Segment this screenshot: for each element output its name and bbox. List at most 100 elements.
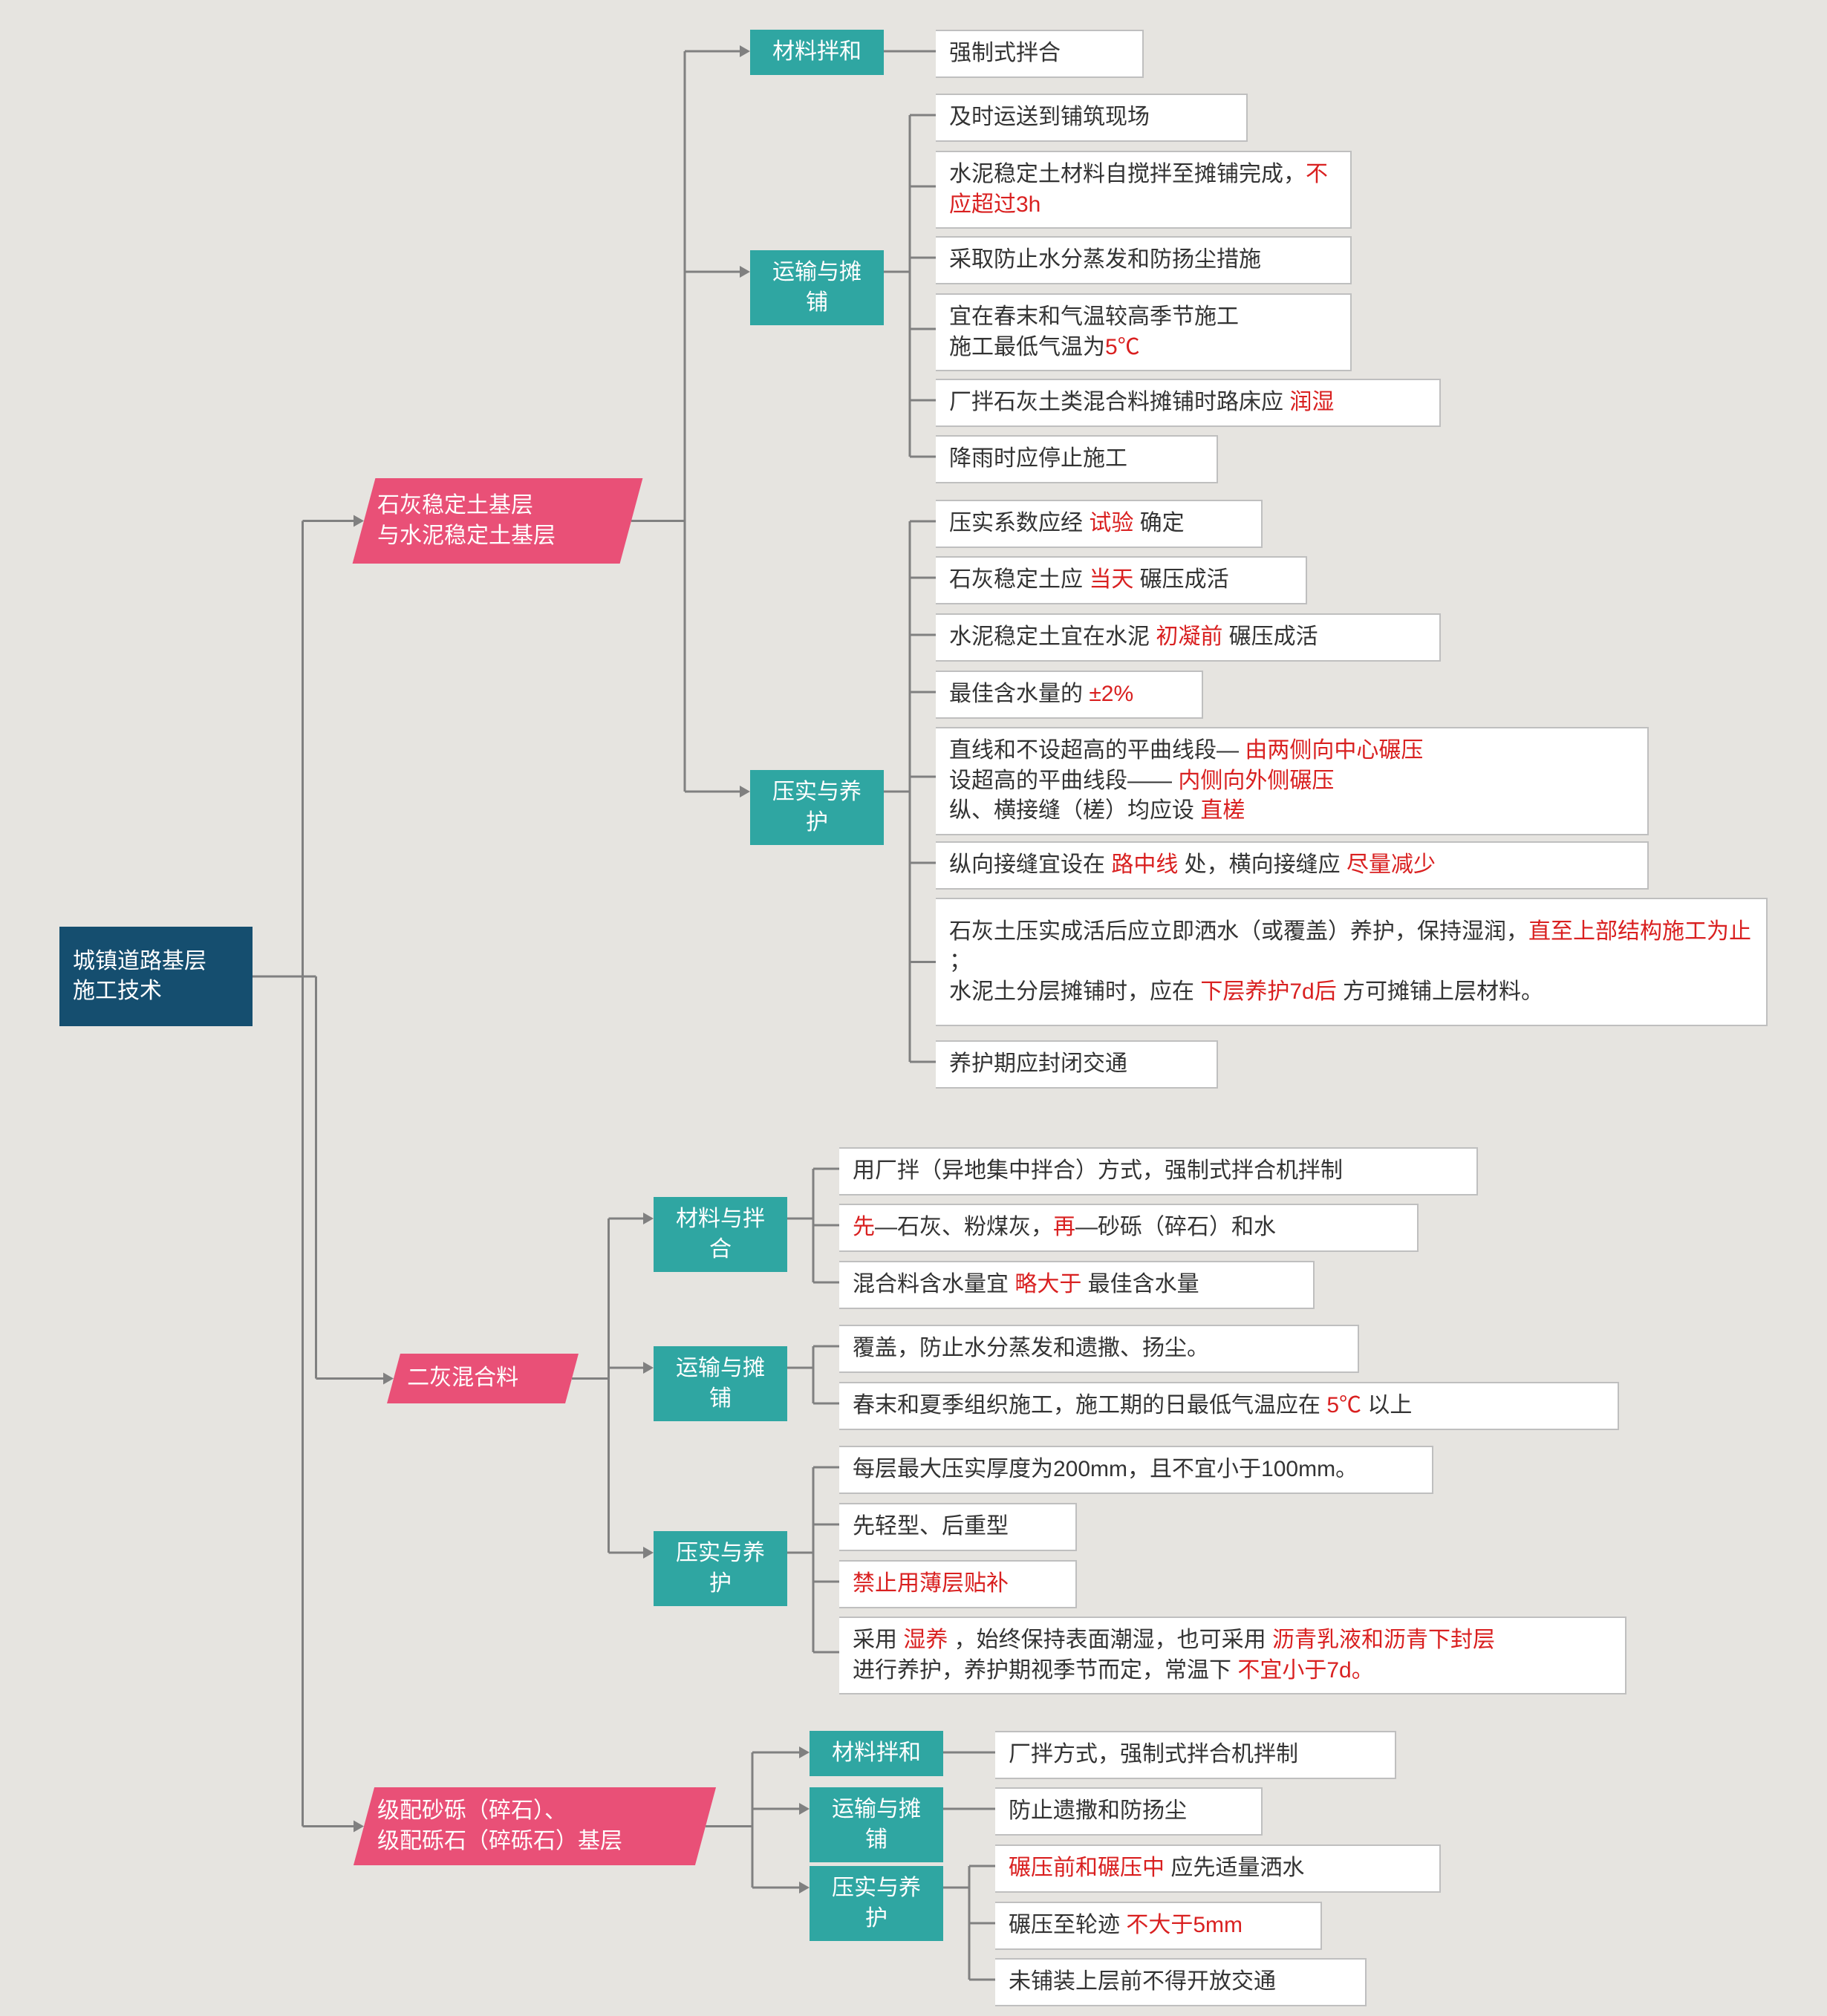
leaf-segment: 宜在春末和气温较高季节施工施工最低气温为: [949, 304, 1239, 359]
leaf-text: 厂拌方式，强制式拌合机拌制: [1009, 1740, 1298, 1770]
leaf-highlight: 碾压前和碾压中: [1009, 1856, 1165, 1880]
leaf-node: 直线和不设超高的平曲线段— 由两侧向中心碾压设超高的平曲线段—— 内侧向外侧碾压…: [936, 727, 1649, 835]
leaf-segment: 纵向接缝宜设在: [949, 852, 1111, 877]
sub-node: 压实与养护: [810, 1866, 943, 1941]
leaf-text: 采取防止水分蒸发和防扬尘措施: [949, 245, 1261, 275]
leaf-segment: 碾压至轮迹: [1009, 1913, 1126, 1937]
leaf-segment: 混合料含水量宜: [853, 1272, 1015, 1296]
sub-node: 运输与摊铺: [810, 1787, 943, 1862]
leaf-highlight: 湿养: [903, 1628, 948, 1652]
leaf-segment: 采用: [853, 1628, 903, 1652]
leaf-node: 压实系数应经 试验 确定: [936, 500, 1263, 548]
leaf-text: 碾压至轮迹 不大于5mm: [1009, 1911, 1243, 1941]
leaf-node: 先轻型、后重型: [839, 1503, 1077, 1551]
leaf-text: 厂拌石灰土类混合料摊铺时路床应 润湿: [949, 388, 1334, 418]
sub-label: 运输与摊铺: [667, 1354, 774, 1414]
leaf-text: 石灰稳定土应 当天 碾压成活: [949, 565, 1229, 596]
leaf-highlight: 直至上部结构施工为止: [1528, 919, 1751, 944]
sub-label: 运输与摊铺: [823, 1795, 930, 1855]
leaf-segment: —石灰、粉煤灰，: [875, 1215, 1053, 1239]
sub-label: 压实与养护: [667, 1539, 774, 1599]
leaf-text: 最佳含水量的 ±2%: [949, 679, 1133, 710]
leaf-segment: 防止遗撒和防扬尘: [1009, 1798, 1187, 1823]
root-label: 城镇道路基层施工技术: [73, 947, 206, 1007]
leaf-text: 水泥稳定土宜在水泥 初凝前 碾压成活: [949, 622, 1318, 653]
leaf-highlight: 沥青乳液和沥青下封层: [1272, 1628, 1495, 1652]
leaf-text: 采用 湿养 ，始终保持表面潮湿，也可采用 沥青乳液和沥青下封层进行养护，养护期视…: [853, 1625, 1495, 1686]
leaf-node: 石灰稳定土应 当天 碾压成活: [936, 556, 1307, 604]
leaf-node: 降雨时应停止施工: [936, 435, 1218, 483]
leaf-segment: 纵、横接缝（槎）均应设: [949, 798, 1200, 823]
leaf-node: 先—石灰、粉煤灰，再—砂砾（碎石）和水: [839, 1204, 1419, 1252]
leaf-segment: 方可摊铺上层材料。: [1337, 979, 1543, 1004]
leaf-node: 石灰土压实成活后应立即洒水（或覆盖）养护，保持湿润，直至上部结构施工为止 ；水泥…: [936, 898, 1768, 1026]
leaf-segment: 处，横向接缝应: [1178, 852, 1346, 877]
leaf-segment: 厂拌方式，强制式拌合机拌制: [1009, 1742, 1298, 1767]
leaf-node: 采取防止水分蒸发和防扬尘措施: [936, 236, 1352, 284]
leaf-highlight: 不大于5mm: [1126, 1913, 1243, 1937]
leaf-segment: ，始终保持表面潮湿，也可采用: [948, 1628, 1272, 1652]
leaf-segment: 以上: [1361, 1393, 1412, 1418]
leaf-text: 纵向接缝宜设在 路中线 处，横向接缝应 尽量减少: [949, 850, 1436, 881]
category-label: 二灰混合料: [407, 1363, 518, 1394]
leaf-segment: 应先适量洒水: [1165, 1856, 1304, 1880]
leaf-text: 直线和不设超高的平曲线段— 由两侧向中心碾压设超高的平曲线段—— 内侧向外侧碾压…: [949, 736, 1423, 826]
leaf-text: 碾压前和碾压中 应先适量洒水: [1009, 1853, 1304, 1884]
leaf-text: 禁止用薄层贴补: [853, 1569, 1009, 1599]
sub-node: 运输与摊铺: [654, 1346, 787, 1421]
leaf-highlight: 尽量减少: [1346, 852, 1436, 877]
leaf-highlight: 试验: [1089, 511, 1133, 535]
leaf-text: 宜在春末和气温较高季节施工施工最低气温为5℃: [949, 302, 1239, 362]
leaf-segment: 最佳含水量: [1081, 1272, 1199, 1296]
leaf-highlight: 禁止用薄层贴补: [853, 1571, 1009, 1596]
sub-label: 材料拌和: [772, 37, 862, 68]
leaf-text: 覆盖，防止水分蒸发和遗撒、扬尘。: [853, 1334, 1209, 1364]
sub-label: 压实与养护: [823, 1873, 930, 1934]
leaf-node: 水泥稳定土宜在水泥 初凝前 碾压成活: [936, 613, 1441, 662]
category-node: 级配砂砾（碎石）、级配砾石（碎砾石）基层: [354, 1787, 716, 1865]
leaf-segment: —砂砾（碎石）和水: [1075, 1215, 1276, 1239]
leaf-node: 碾压至轮迹 不大于5mm: [995, 1902, 1322, 1950]
leaf-segment: 石灰土压实成活后应立即洒水（或覆盖）养护，保持湿润，: [949, 919, 1528, 944]
leaf-segment: 先轻型、后重型: [853, 1514, 1009, 1539]
leaf-segment: 强制式拌合: [949, 41, 1061, 65]
leaf-node: 宜在春末和气温较高季节施工施工最低气温为5℃: [936, 293, 1352, 371]
leaf-segment: 最佳含水量的: [949, 682, 1089, 706]
leaf-segment: 压实系数应经: [949, 511, 1089, 535]
leaf-text: 及时运送到铺筑现场: [949, 102, 1150, 133]
leaf-segment: 春末和夏季组织施工，施工期的日最低气温应在: [853, 1393, 1326, 1418]
leaf-segment: 每层最大压实厚度为200mm，且不宜小于100mm。: [853, 1457, 1358, 1481]
leaf-segment: 进行养护，养护期视季节而定，常温下: [853, 1658, 1237, 1683]
sub-node: 材料拌和: [750, 30, 884, 75]
sub-label: 压实与养护: [763, 777, 870, 838]
leaf-segment: 及时运送到铺筑现场: [949, 105, 1150, 129]
leaf-segment: 确定: [1133, 511, 1184, 535]
leaf-highlight: 5℃: [1326, 1393, 1361, 1418]
leaf-text: 防止遗撒和防扬尘: [1009, 1796, 1187, 1827]
sub-node: 压实与养护: [750, 770, 884, 845]
leaf-segment: 石灰稳定土应: [949, 567, 1089, 592]
leaf-text: 先轻型、后重型: [853, 1512, 1009, 1542]
leaf-node: 厂拌方式，强制式拌合机拌制: [995, 1731, 1396, 1779]
sub-node: 材料与拌合: [654, 1197, 787, 1272]
leaf-text: 降雨时应停止施工: [949, 444, 1127, 474]
leaf-highlight: 直槎: [1200, 798, 1245, 823]
sub-node: 运输与摊铺: [750, 250, 884, 325]
leaf-text: 混合料含水量宜 略大于 最佳含水量: [853, 1270, 1199, 1300]
leaf-node: 及时运送到铺筑现场: [936, 94, 1248, 142]
leaf-text: 水泥稳定土材料自搅拌至摊铺完成，不应超过3h: [949, 160, 1337, 220]
leaf-text: 春末和夏季组织施工，施工期的日最低气温应在 5℃ 以上: [853, 1391, 1412, 1421]
leaf-node: 春末和夏季组织施工，施工期的日最低气温应在 5℃ 以上: [839, 1382, 1619, 1430]
leaf-highlight: 下层养护7d后: [1200, 979, 1336, 1004]
leaf-highlight: 由两侧向中心碾压: [1245, 738, 1423, 763]
leaf-highlight: 润湿: [1289, 390, 1334, 414]
category-label: 级配砂砾（碎石）、级配砾石（碎砾石）基层: [377, 1796, 622, 1856]
leaf-text: 养护期应封闭交通: [949, 1049, 1127, 1080]
leaf-segment: 碾压成活: [1133, 567, 1228, 592]
leaf-segment: 养护期应封闭交通: [949, 1051, 1127, 1076]
leaf-node: 采用 湿养 ，始终保持表面潮湿，也可采用 沥青乳液和沥青下封层进行养护，养护期视…: [839, 1617, 1626, 1694]
leaf-segment: 覆盖，防止水分蒸发和遗撒、扬尘。: [853, 1336, 1209, 1360]
leaf-text: 先—石灰、粉煤灰，再—砂砾（碎石）和水: [853, 1213, 1276, 1243]
leaf-highlight: 5℃: [1105, 335, 1140, 359]
leaf-segment: 水泥稳定土宜在水泥: [949, 624, 1156, 649]
